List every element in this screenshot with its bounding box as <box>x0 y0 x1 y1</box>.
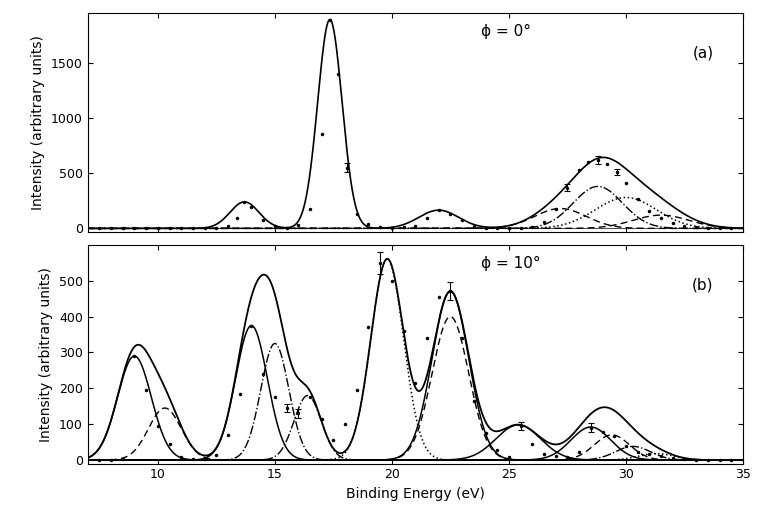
Text: ϕ = 0°: ϕ = 0° <box>481 24 531 39</box>
Text: (b): (b) <box>692 278 713 293</box>
Text: ϕ = 10°: ϕ = 10° <box>481 256 540 271</box>
Y-axis label: Intensity (arbitrary units): Intensity (arbitrary units) <box>39 267 53 442</box>
Y-axis label: Intensity (arbitrary units): Intensity (arbitrary units) <box>31 35 45 210</box>
Text: (a): (a) <box>693 46 713 61</box>
X-axis label: Binding Energy (eV): Binding Energy (eV) <box>346 487 485 501</box>
